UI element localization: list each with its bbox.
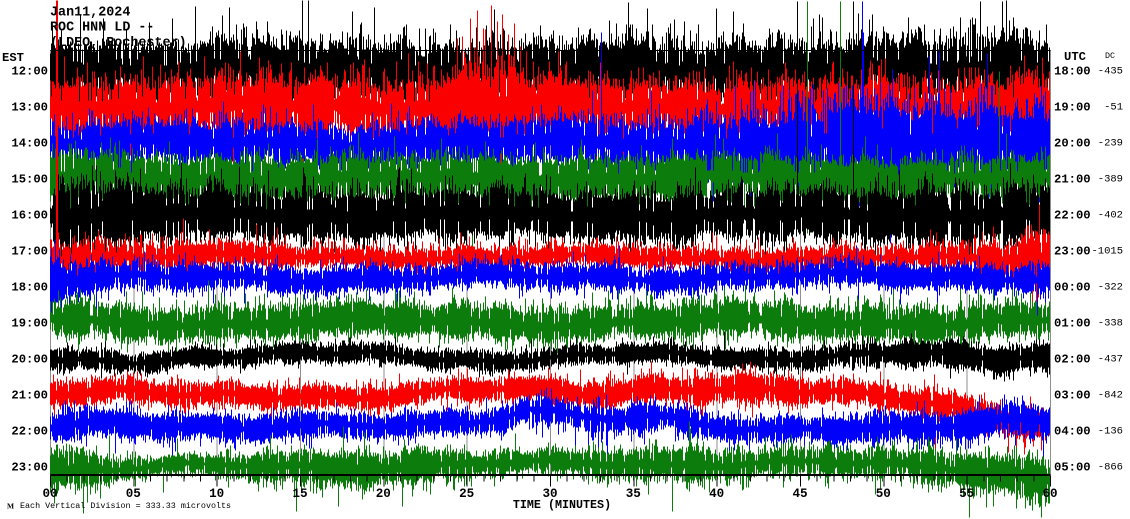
svg-text:15: 15 <box>292 487 307 501</box>
svg-text:05: 05 <box>126 487 141 501</box>
svg-text:15:00: 15:00 <box>11 173 48 187</box>
svg-text:DC: DC <box>1105 51 1115 61</box>
svg-text:UTC: UTC <box>1064 50 1086 64</box>
svg-text:16:00: 16:00 <box>11 209 48 223</box>
svg-text:50: 50 <box>876 487 891 501</box>
svg-text:40: 40 <box>709 487 724 501</box>
svg-text:Each Vertical Division = 333.: Each Vertical Division = 333.33 microvol… <box>20 501 231 511</box>
svg-text:20:00: 20:00 <box>11 353 48 367</box>
svg-text:-389: -389 <box>1098 174 1123 186</box>
svg-text:18:00: 18:00 <box>11 281 48 295</box>
svg-text:21:00: 21:00 <box>11 389 48 403</box>
svg-text:ROC HNN LD --: ROC HNN LD -- <box>50 21 154 36</box>
svg-text:-51: -51 <box>1104 102 1123 114</box>
svg-text:Jan11,2024: Jan11,2024 <box>50 6 130 21</box>
svg-text:-842: -842 <box>1098 390 1123 402</box>
svg-text:45: 45 <box>792 487 807 501</box>
svg-text:21:00: 21:00 <box>1054 173 1091 187</box>
svg-text:20:00: 20:00 <box>1054 137 1091 151</box>
svg-text:(LDEO, Rochester): (LDEO, Rochester) <box>50 36 187 51</box>
svg-text:M: M <box>7 502 14 511</box>
svg-text:02:00: 02:00 <box>1054 353 1091 367</box>
svg-text:04:00: 04:00 <box>1054 425 1091 439</box>
svg-text:00:00: 00:00 <box>1054 281 1091 295</box>
svg-text:14:00: 14:00 <box>11 137 48 151</box>
svg-text:-239: -239 <box>1098 138 1123 150</box>
svg-text:55: 55 <box>959 487 974 501</box>
svg-text:30: 30 <box>542 487 557 501</box>
svg-text:23:00: 23:00 <box>1054 245 1091 259</box>
svg-text:13:00: 13:00 <box>11 101 48 115</box>
svg-text:22:00: 22:00 <box>11 425 48 439</box>
svg-text:22:00: 22:00 <box>1054 209 1091 223</box>
svg-text:18:00: 18:00 <box>1054 65 1091 79</box>
svg-text:-338: -338 <box>1098 318 1123 330</box>
svg-text:19:00: 19:00 <box>1054 101 1091 115</box>
svg-text:17:00: 17:00 <box>11 245 48 259</box>
svg-text:03:00: 03:00 <box>1054 389 1091 403</box>
svg-text:-866: -866 <box>1098 462 1123 474</box>
svg-text:19:00: 19:00 <box>11 317 48 331</box>
svg-text:00: 00 <box>42 487 57 501</box>
svg-text:TIME (MINUTES): TIME (MINUTES) <box>513 498 611 512</box>
svg-text:01:00: 01:00 <box>1054 317 1091 331</box>
svg-text:-136: -136 <box>1098 426 1123 438</box>
svg-text:-437: -437 <box>1098 354 1123 366</box>
svg-text:60: 60 <box>1042 487 1057 501</box>
svg-text:10: 10 <box>209 487 224 501</box>
svg-text:35: 35 <box>626 487 641 501</box>
svg-text:-1015: -1015 <box>1091 246 1123 258</box>
svg-text:-435: -435 <box>1098 66 1123 78</box>
svg-text:25: 25 <box>459 487 474 501</box>
svg-text:20: 20 <box>376 487 391 501</box>
svg-text:23:00: 23:00 <box>11 461 48 475</box>
svg-text:-402: -402 <box>1098 210 1123 222</box>
svg-text:-322: -322 <box>1098 282 1123 294</box>
svg-text:05:00: 05:00 <box>1054 461 1091 475</box>
svg-text:12:00: 12:00 <box>11 65 48 79</box>
svg-text:EST: EST <box>2 51 24 65</box>
